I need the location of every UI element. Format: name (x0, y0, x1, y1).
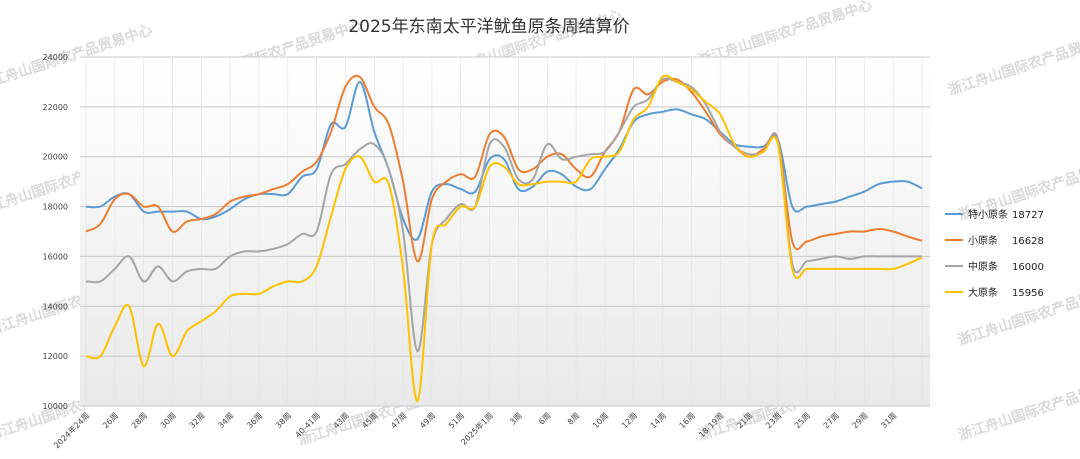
x-tick-label: 3周 (508, 411, 524, 427)
chart-title: 2025年东南太平洋鱿鱼原条周结算价 (348, 17, 629, 37)
series-line-0 (85, 80, 923, 241)
x-tick-label: 28周 (130, 411, 149, 430)
x-tick-label: 38周 (274, 411, 293, 430)
legend-label: 小原条 (968, 234, 998, 247)
x-tick-label: 10周 (591, 411, 610, 430)
x-tick-label: 25周 (793, 411, 812, 430)
legend-value: 15956 (1012, 288, 1044, 299)
x-tick-label: 51周 (447, 411, 466, 430)
y-tick-label: 24000 (43, 53, 68, 62)
legend-label: 中原条 (968, 260, 998, 273)
legend-value: 18727 (1012, 210, 1044, 221)
watermark-text: 浙江舟山国际农产品贸易中心 (956, 371, 1080, 443)
x-tick-label: 36周 (245, 411, 264, 430)
x-tick-label: 31周 (879, 411, 898, 430)
x-tick-label: 12周 (620, 411, 639, 430)
series-lines (85, 74, 923, 403)
y-tick-label: 22000 (43, 103, 68, 112)
gridlines (80, 56, 930, 407)
x-axis: 2024年24周 26周 28周 30周 32周 34周 36周 38周 40-41周 43周 45… (51, 410, 898, 450)
y-tick-label: 10000 (43, 402, 68, 411)
y-axis: 10000 12000 14000 16000 18000 20000 22000 24000 (43, 53, 68, 411)
y-tick-label: 12000 (43, 352, 68, 361)
legend-value: 16000 (1012, 262, 1044, 273)
x-tick-label: 27周 (822, 411, 841, 430)
y-tick-label: 14000 (43, 302, 68, 311)
legend-value: 16628 (1012, 236, 1044, 247)
x-tick-label: 30周 (159, 411, 178, 430)
x-tick-label: 6周 (537, 411, 553, 427)
x-tick-label: 32周 (188, 411, 207, 430)
x-tick-label: 16周 (678, 411, 697, 430)
x-tick-label: 14周 (649, 411, 668, 430)
x-tick-label: 49周 (418, 411, 437, 430)
legend-label: 特小原条 (968, 208, 1008, 221)
x-tick-label: 8周 (566, 411, 582, 427)
y-tick-label: 18000 (43, 203, 68, 212)
y-tick-label: 20000 (43, 153, 68, 162)
x-tick-label: 34周 (216, 411, 235, 430)
x-tick-label: 29周 (851, 411, 870, 430)
x-tick-label: 26周 (101, 411, 120, 430)
legend-label: 大原条 (968, 286, 998, 299)
y-tick-label: 16000 (43, 252, 68, 261)
plot-area (80, 57, 930, 406)
series-line-3 (85, 74, 923, 403)
watermark-text: 浙江舟山国际农产品贸易中心 (946, 26, 1080, 98)
legend: 特小原条 18727 小原条 16628 中原条 16000 大原条 15956 (945, 208, 1044, 299)
